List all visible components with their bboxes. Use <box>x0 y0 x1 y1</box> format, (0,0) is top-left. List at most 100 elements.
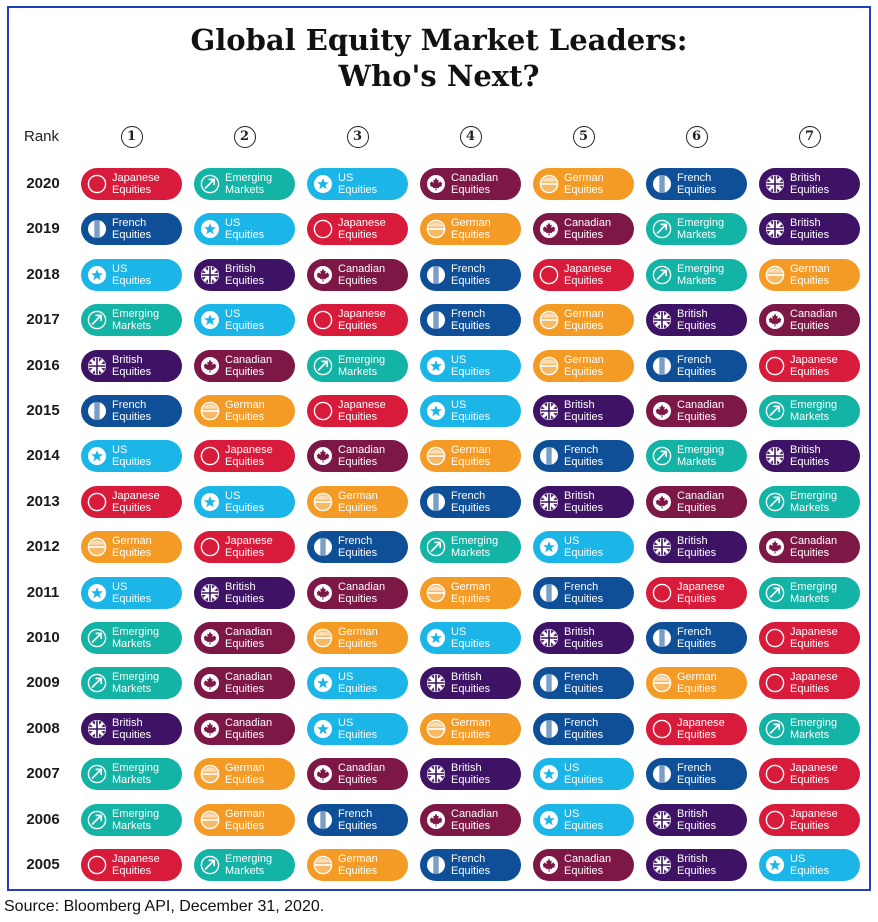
circle-flag-icon <box>765 356 785 376</box>
star-icon <box>765 855 785 875</box>
rank-number-3: 3 <box>346 126 369 148</box>
circle-flag-icon <box>652 583 672 603</box>
year-label-2008: 2008 <box>26 719 60 737</box>
pill-label: Canadian Equities <box>338 762 386 787</box>
pill-2010-rank-3-german-equities: German Equities <box>307 622 408 654</box>
pill-2007-rank-5-us-equities: US Equities <box>533 758 634 791</box>
stripes-icon <box>539 310 559 330</box>
circle-flag-icon <box>765 810 785 830</box>
pill-label: US Equities <box>451 353 491 378</box>
stripes-icon <box>426 583 446 603</box>
pill-2016-rank-2-canadian-equities: Canadian Equities <box>194 349 295 382</box>
tricolor-icon <box>652 356 672 376</box>
pill-label: Japanese Equities <box>112 853 160 877</box>
pill-label: Emerging Markets <box>225 172 273 196</box>
pill-label: French Equities <box>451 489 491 514</box>
trend-arrow-icon <box>652 219 672 239</box>
star-icon <box>200 492 220 512</box>
pill-label: British Equities <box>790 444 830 469</box>
pill-2006-rank-7-japanese-equities: Japanese Equities <box>759 803 860 836</box>
pill-2017-rank-3-japanese-equities: Japanese Equities <box>307 304 408 337</box>
maple-leaf-icon <box>313 764 333 784</box>
union-jack-icon <box>200 265 220 285</box>
star-icon <box>87 583 107 603</box>
pill-label: Emerging Markets <box>225 853 273 877</box>
pill-2009-rank-3-us-equities: US Equities <box>307 667 408 700</box>
pill-2010-rank-2-canadian-equities: Canadian Equities <box>194 622 295 654</box>
star-icon <box>313 174 333 194</box>
stripes-icon <box>313 628 333 648</box>
pill-2014-rank-6-emerging-markets: Emerging Markets <box>646 440 747 473</box>
maple-leaf-icon <box>426 810 446 830</box>
pill-label: US Equities <box>112 262 152 287</box>
pill-2009-rank-7-japanese-equities: Japanese Equities <box>759 667 860 700</box>
pill-2013-rank-1-japanese-equities: Japanese Equities <box>81 485 182 518</box>
pill-2016-rank-6-french-equities: French Equities <box>646 349 747 382</box>
pill-2007-rank-6-french-equities: French Equities <box>646 758 747 791</box>
year-label-2009: 2009 <box>26 674 60 692</box>
circle-flag-icon <box>652 719 672 739</box>
trend-arrow-icon <box>87 628 107 648</box>
rank-label: Rank <box>24 128 60 145</box>
maple-leaf-icon <box>313 583 333 603</box>
pill-label: Japanese Equities <box>790 626 838 650</box>
year-label-2017: 2017 <box>26 311 60 329</box>
pill-label: British Equities <box>790 172 830 196</box>
star-icon <box>87 265 107 285</box>
pill-label: Emerging Markets <box>790 399 838 423</box>
union-jack-icon <box>426 764 446 784</box>
pill-2007-rank-1-emerging-markets: Emerging Markets <box>81 758 182 791</box>
pill-2011-rank-2-british-equities: British Equities <box>194 576 295 609</box>
pill-2010-rank-7-japanese-equities: Japanese Equities <box>759 622 860 654</box>
pill-label: British Equities <box>112 353 152 378</box>
pill-2020-rank-7-british-equities: British Equities <box>759 168 860 200</box>
year-label-2010: 2010 <box>26 629 60 646</box>
union-jack-icon <box>652 537 672 557</box>
pill-label: German Equities <box>451 716 491 741</box>
union-jack-icon <box>87 356 107 376</box>
pill-label: French Equities <box>451 308 491 333</box>
pill-2012-rank-1-german-equities: German Equities <box>81 531 182 564</box>
pill-label: French Equities <box>451 853 491 877</box>
stripes-icon <box>200 764 220 784</box>
pill-label: German Equities <box>112 535 152 560</box>
maple-leaf-icon <box>313 265 333 285</box>
pill-2007-rank-4-british-equities: British Equities <box>420 758 521 791</box>
pill-2006-rank-3-french-equities: French Equities <box>307 803 408 836</box>
maple-leaf-icon <box>539 219 559 239</box>
pill-2013-rank-7-emerging-markets: Emerging Markets <box>759 485 860 518</box>
tricolor-icon <box>87 219 107 239</box>
pill-label: German Equities <box>451 217 491 242</box>
star-icon <box>200 310 220 330</box>
tricolor-icon <box>652 764 672 784</box>
tricolor-icon <box>539 673 559 693</box>
stripes-icon <box>426 446 446 466</box>
pill-2018-rank-4-french-equities: French Equities <box>420 258 521 291</box>
pill-label: British Equities <box>225 580 265 605</box>
pill-label: French Equities <box>112 399 152 423</box>
stripes-icon <box>200 401 220 421</box>
source-note: Source: Bloomberg API, December 31, 2020… <box>4 898 325 915</box>
pill-2016-rank-7-japanese-equities: Japanese Equities <box>759 349 860 382</box>
pill-2006-rank-1-emerging-markets: Emerging Markets <box>81 803 182 836</box>
circle-flag-icon <box>765 764 785 784</box>
pill-label: Emerging Markets <box>112 626 160 650</box>
trend-arrow-icon <box>200 855 220 875</box>
maple-leaf-icon <box>313 446 333 466</box>
pill-2013-rank-3-german-equities: German Equities <box>307 485 408 518</box>
trend-arrow-icon <box>765 401 785 421</box>
circle-flag-icon <box>87 492 107 512</box>
pill-2018-rank-6-emerging-markets: Emerging Markets <box>646 258 747 291</box>
maple-leaf-icon <box>426 174 446 194</box>
pill-label: US Equities <box>338 671 378 696</box>
tricolor-icon <box>539 583 559 603</box>
pill-2010-rank-1-emerging-markets: Emerging Markets <box>81 622 182 654</box>
pill-2006-rank-4-canadian-equities: Canadian Equities <box>420 803 521 836</box>
pill-label: US Equities <box>338 716 378 741</box>
pill-label: French Equities <box>564 580 604 605</box>
pill-2016-rank-1-british-equities: British Equities <box>81 349 182 382</box>
pill-label: Canadian Equities <box>564 853 612 877</box>
pill-2019-rank-6-emerging-markets: Emerging Markets <box>646 213 747 246</box>
pill-2012-rank-7-canadian-equities: Canadian Equities <box>759 531 860 564</box>
pill-label: French Equities <box>338 807 378 832</box>
